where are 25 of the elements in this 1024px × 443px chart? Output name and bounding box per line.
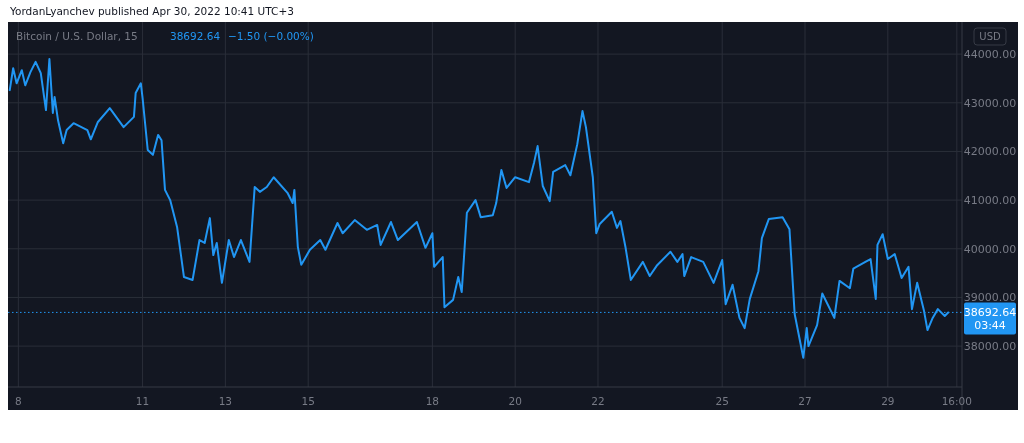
y-tick-label: 41000.00 [963,193,1017,207]
y-axis-title: USD [979,31,1001,42]
x-tick-label: 15 [301,394,315,407]
x-tick-label: 8 [15,394,22,407]
x-tick-label: 13 [218,394,233,407]
x-tick-label: 16:00 [941,394,972,407]
x-tick-label: 25 [715,394,729,407]
text: Bitcoin / U.S. Dollar, 15 [16,29,138,42]
x-tick-label: 11 [135,394,150,407]
x-tick-label: 29 [881,394,895,407]
y-tick-label: 43000.00 [963,96,1017,110]
y-tick-label: 44000.00 [963,47,1017,61]
annotation: 38692.64 [170,29,221,42]
y-tick-label: 40000.00 [963,242,1017,256]
text: YordanLyanchev published Apr 30, 2022 10:41 UTC+3 [9,5,294,17]
x-tick-label: 18 [425,394,440,407]
y-tick-label: 38000.00 [963,339,1017,353]
x-tick-label: 27 [798,394,812,407]
x-tick-label: 22 [591,394,605,407]
text: 03:44 [974,319,1006,333]
ref-line-label: 38692.64 [963,306,1017,320]
y-tick-label: 42000.00 [963,145,1017,159]
x-tick-label: 20 [508,394,522,407]
annotation: −1.50 (−0.00%) [228,29,314,42]
y-tick-label: 39000.00 [963,291,1017,305]
